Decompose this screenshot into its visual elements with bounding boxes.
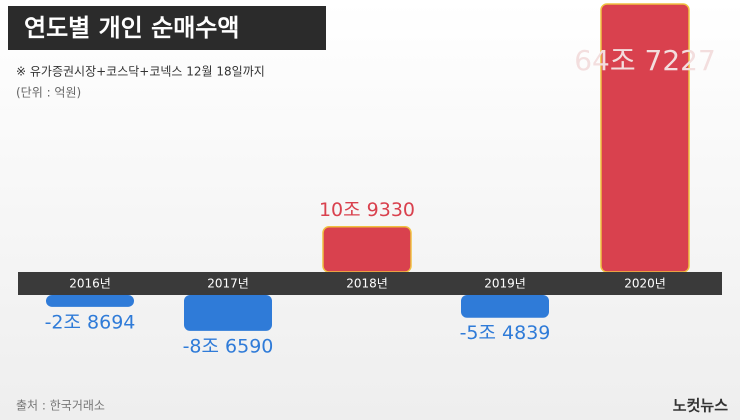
value-label: -5조 4839 xyxy=(460,322,551,344)
subtitle: ※ 유가증권시장+코스닥+코넥스 12월 18일까지 xyxy=(16,65,265,79)
bar xyxy=(461,295,549,318)
source: 출처 : 한국거래소 xyxy=(16,399,105,413)
chart-title: 연도별 개인 순매수액 xyxy=(24,14,239,42)
title-box xyxy=(8,6,326,50)
x-tick-label: 2018년 xyxy=(346,277,388,291)
x-tick-label: 2016년 xyxy=(69,277,111,291)
bar xyxy=(46,295,134,307)
value-label: 64조 7227 xyxy=(574,44,716,77)
logo: 노컷뉴스 xyxy=(673,397,728,415)
value-label: -8조 6590 xyxy=(183,335,274,357)
unit-note: (단위 : 억원) xyxy=(16,86,81,100)
bar xyxy=(184,295,272,331)
x-tick-label: 2019년 xyxy=(484,277,526,291)
value-label: -2조 8694 xyxy=(45,311,136,333)
x-tick-label: 2020년 xyxy=(624,277,666,291)
x-tick-label: 2017년 xyxy=(207,277,249,291)
bar xyxy=(322,225,412,273)
value-label: 10조 9330 xyxy=(319,199,415,221)
axis-strip xyxy=(18,272,722,295)
